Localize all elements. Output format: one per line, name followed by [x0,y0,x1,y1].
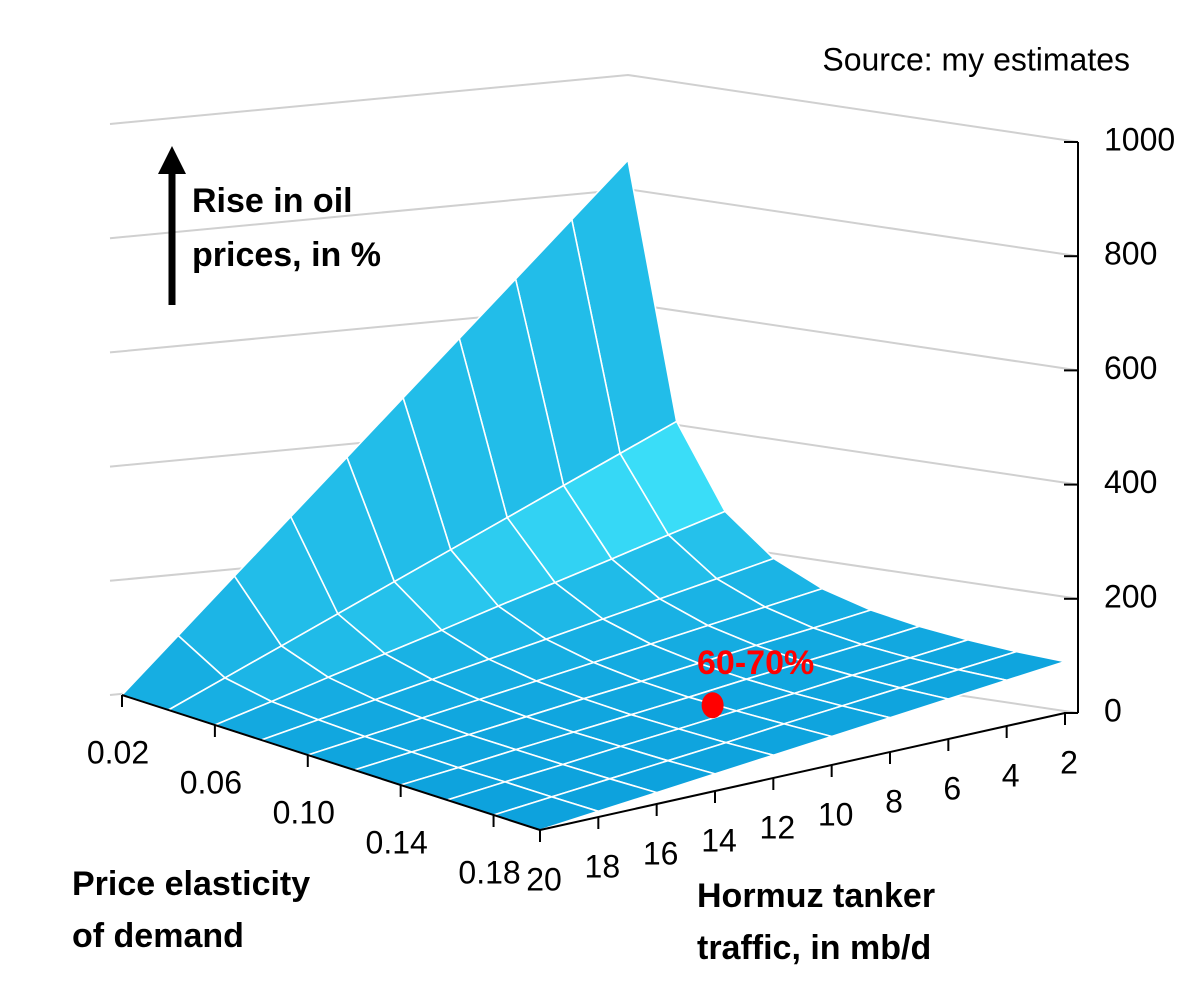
x-tick-label: 0.18 [458,854,520,890]
y-tick-label: 8 [885,783,903,819]
surface [121,159,1066,831]
annotation-point [701,692,724,719]
y-axis [539,712,1066,831]
x-tick-label: 0.10 [273,794,335,830]
y-tick-label: 12 [760,809,796,845]
y-tick-label: 18 [585,848,621,884]
grid-line [109,73,1079,143]
y-axis-title: Hormuz tanker [697,877,935,915]
z-tick-label: 800 [1104,236,1157,272]
z-tick-label: 600 [1104,350,1157,386]
y-tick-label: 2 [1060,744,1078,780]
z-tick-label: 200 [1104,578,1157,614]
z-tick-label: 0 [1104,692,1122,728]
y-tick-label: 10 [818,796,854,832]
y-tick-label: 4 [1002,757,1020,793]
z-tick-label: 1000 [1104,121,1175,157]
z-axis-title: prices, in % [192,236,381,274]
x-axis [121,694,541,831]
x-tick-label: 0.06 [180,764,242,800]
z-axis-title: Rise in oil [192,182,353,220]
annotation-label: 60-70% [697,644,814,682]
y-tick-label: 14 [701,822,737,858]
y-tick-label: 16 [643,835,679,871]
y-axis-title: traffic, in mb/d [697,929,931,967]
x-axis-title: Price elasticity [72,865,310,903]
axes: 0 200 400 600 800 1000 0.02 0.06 0.10 0.14 0.18 20 1… [87,121,1175,897]
y-tick-label: 6 [943,770,961,806]
x-tick-label: 0.14 [366,824,428,860]
z-tick-label: 400 [1104,464,1157,500]
source-note: Source: my estimates [822,41,1130,77]
y-tick-label: 20 [526,861,562,897]
x-axis-title: of demand [72,917,244,955]
x-tick-label: 0.02 [87,734,149,770]
